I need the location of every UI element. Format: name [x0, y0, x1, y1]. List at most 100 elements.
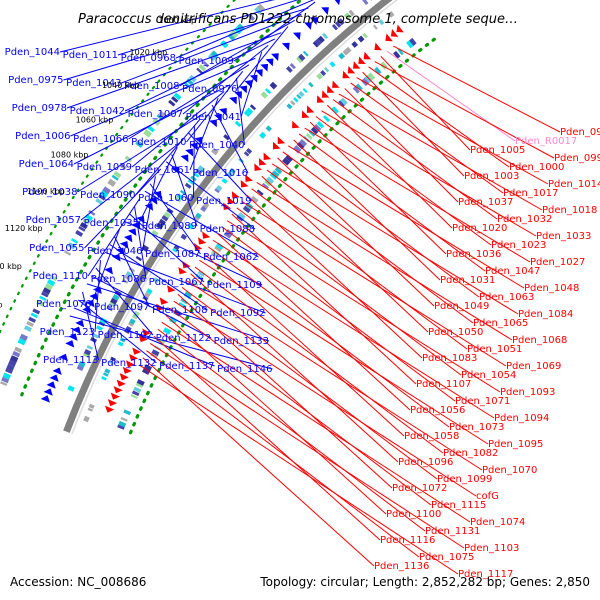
leader-line	[117, 0, 299, 56]
cog-block	[108, 301, 116, 308]
leader-line	[304, 127, 531, 263]
cog-block	[152, 277, 160, 284]
cog-block	[265, 125, 272, 132]
gene-label: Pden_1054	[461, 370, 516, 381]
reverse-gene-arrow	[363, 51, 372, 60]
cog-block	[121, 278, 129, 284]
accession-text: Accession: NC_008686	[10, 575, 146, 589]
forward-gene-arrow	[309, 17, 318, 25]
gene-label: Pden_0968	[121, 53, 176, 64]
leader-line	[236, 207, 462, 376]
reverse-gene-arrow	[223, 202, 232, 210]
reverse-gene-arrow	[125, 360, 135, 368]
cog-block	[233, 26, 242, 35]
leader-line	[91, 228, 120, 305]
gene-label: Pden_1116	[380, 535, 435, 546]
cog-block	[370, 0, 373, 1]
gene-label: Pden_1107	[416, 379, 471, 390]
reverse-gene-arrow	[301, 110, 310, 118]
cog-block	[49, 274, 58, 282]
gene-label: Pden_1068	[512, 335, 567, 346]
cog-block	[119, 337, 126, 343]
cog-block	[324, 67, 330, 73]
cog-block	[41, 291, 49, 298]
leader-line	[181, 287, 438, 480]
gene-label: Pden_1117	[458, 569, 513, 580]
genome-summary-text: Topology: circular; Length: 2,852,282 bp…	[259, 575, 590, 589]
leader-line	[189, 98, 219, 171]
cog-block	[195, 168, 203, 176]
forward-gene-arrow	[104, 266, 113, 275]
cog-block	[312, 41, 319, 48]
cog-block	[397, 48, 404, 56]
gene-label: Pden_1089	[142, 221, 197, 232]
gene-label: Pden_1100	[386, 509, 441, 520]
leader-line	[287, 145, 525, 289]
cog-block	[87, 407, 94, 412]
reverse-gene-arrow	[292, 120, 300, 129]
cog-block	[143, 364, 153, 372]
gene-label: Pden_1094	[494, 413, 549, 424]
leader-line	[237, 26, 289, 90]
kbp-tick-label: 1000 kbp	[158, 16, 196, 25]
cog-block	[143, 129, 152, 138]
reverse-gene-arrow	[342, 70, 350, 79]
leader-line	[251, 188, 468, 350]
leader-line	[256, 182, 513, 341]
cog-block	[136, 379, 145, 386]
cog-block	[30, 312, 39, 319]
gene-label: Pden_1039	[77, 162, 132, 173]
gene-label: Pden_1072	[392, 483, 447, 494]
cog-block	[317, 35, 325, 44]
gene-label: Pden_1050	[428, 327, 483, 338]
leader-line	[326, 104, 453, 229]
gene-label: Pden_0976	[182, 84, 237, 95]
reverse-gene-arrow	[113, 386, 123, 394]
gene-label: Pden_1066	[73, 134, 128, 145]
cog-block	[352, 86, 360, 94]
cog-block	[211, 147, 219, 156]
reverse-gene-arrow	[326, 85, 335, 93]
leader-line	[84, 168, 162, 249]
forward-gene-arrow	[265, 58, 274, 67]
cog-block	[202, 60, 210, 68]
cog-block	[197, 165, 205, 173]
gc-dot-ring-2	[20, 0, 304, 397]
cog-block	[245, 107, 254, 116]
cog-block	[250, 195, 259, 204]
gene-label: Pden_1046	[87, 246, 142, 257]
leader-line	[157, 328, 426, 532]
cog-block	[313, 123, 322, 132]
leader-line	[211, 104, 249, 174]
cog-block	[131, 314, 138, 320]
leader-line	[271, 163, 519, 315]
leader-line	[261, 175, 429, 333]
forward-gene-arrow	[244, 80, 253, 88]
reverse-gene-arrow	[240, 179, 249, 188]
leader-line	[146, 350, 420, 558]
leader-line	[199, 259, 489, 445]
cog-block	[210, 50, 219, 59]
gene-label: Pden_1017	[503, 188, 558, 199]
cog-block	[32, 308, 41, 315]
leader-line	[91, 275, 212, 339]
gene-labels: Pden_1044 Pden_1011 Pden_0968 Pden_1009 Pden…	[5, 47, 600, 580]
forward-gene-arrow	[271, 53, 279, 61]
cog-block	[334, 21, 342, 28]
gene-label: Pden_1057	[26, 215, 81, 226]
cog-block	[102, 372, 109, 377]
leader-line	[193, 125, 195, 199]
cog-block	[151, 229, 159, 237]
gene-label: Pden_1009	[179, 56, 234, 67]
cog-block	[286, 103, 293, 110]
cog-block	[302, 50, 309, 57]
cog-block	[187, 179, 195, 185]
cog-block	[221, 178, 228, 184]
gene-label: Pden_1065	[473, 318, 528, 329]
gene-label: Pden_1023	[491, 240, 546, 251]
cog-block	[130, 394, 138, 399]
cog-block	[124, 274, 131, 281]
cog-block	[78, 225, 86, 232]
cog-block	[198, 64, 207, 72]
cog-block	[243, 151, 250, 157]
